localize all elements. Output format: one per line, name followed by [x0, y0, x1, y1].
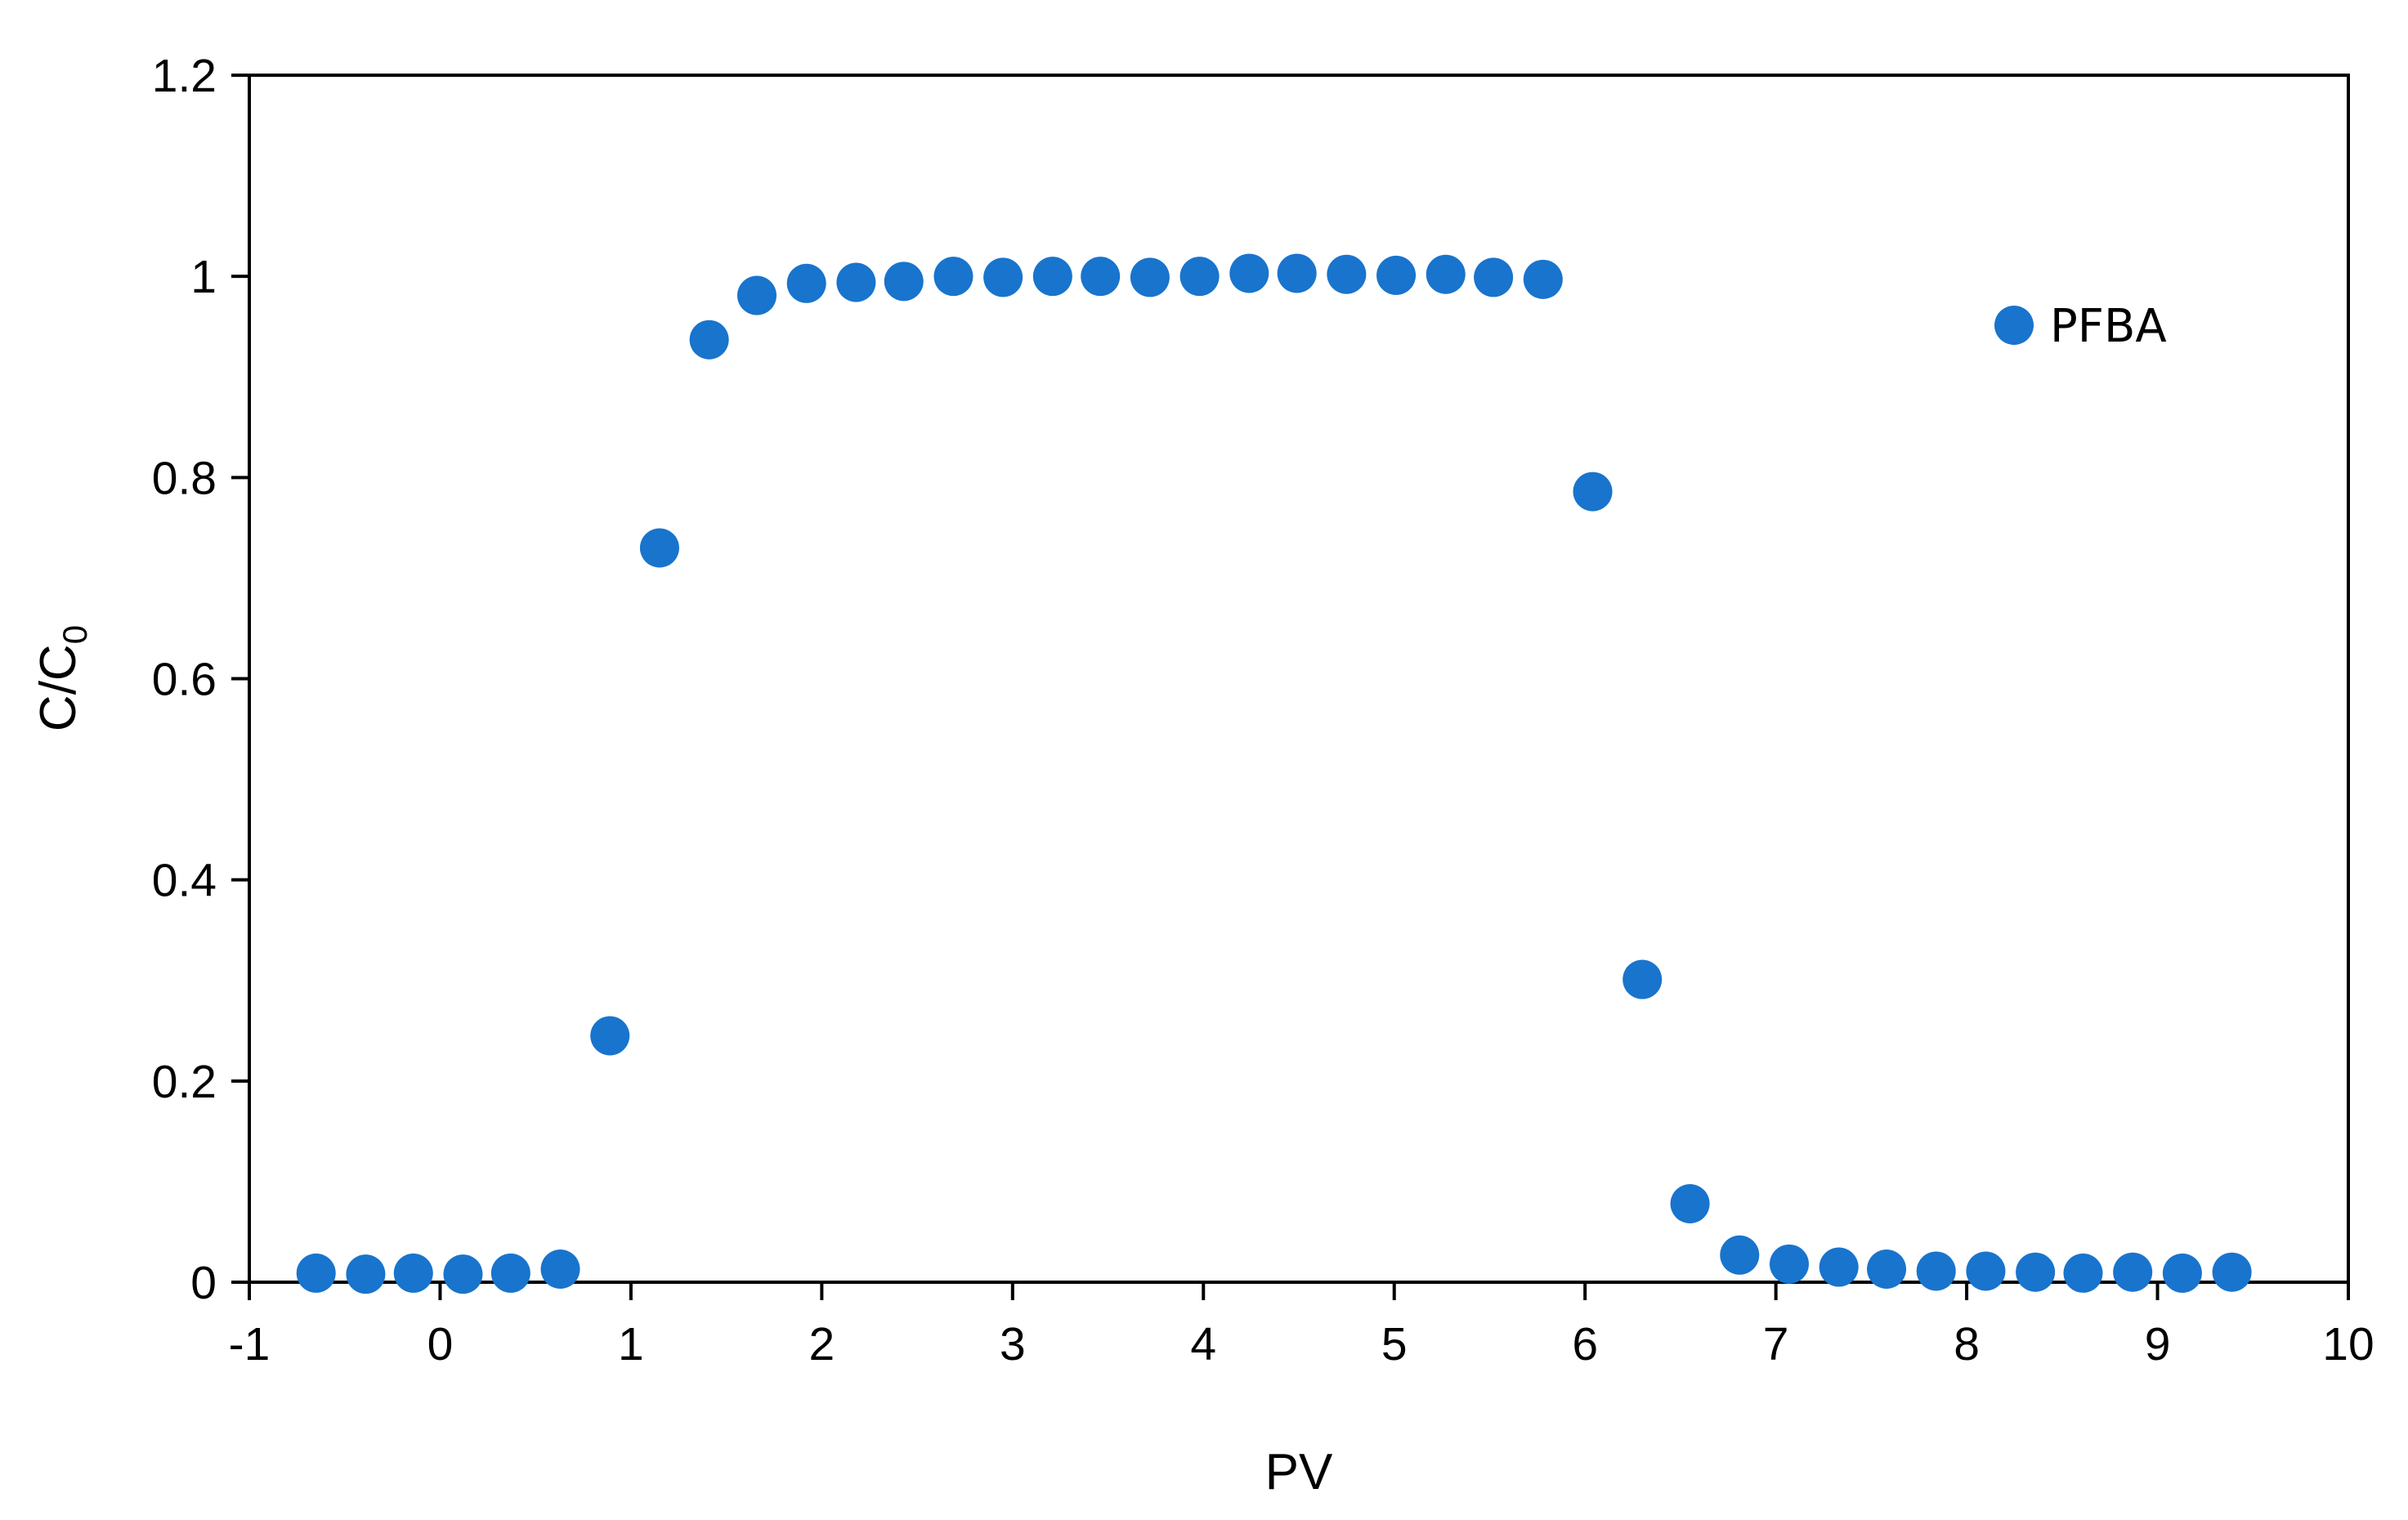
x-tick-label: 6: [1572, 1318, 1598, 1370]
y-tick-label: 0: [190, 1257, 217, 1309]
data-point: [1130, 257, 1170, 297]
data-point: [1622, 959, 1663, 999]
data-point: [1916, 1251, 1956, 1291]
data-point: [1819, 1247, 1859, 1287]
data-point: [1081, 257, 1121, 297]
data-point: [540, 1249, 580, 1289]
data-point: [443, 1254, 483, 1294]
data-point: [1032, 257, 1072, 297]
data-point: [786, 263, 826, 303]
data-point: [2016, 1252, 2056, 1292]
y-tick-label: 0.6: [152, 654, 217, 706]
data-point: [2113, 1252, 2153, 1292]
data-point: [1573, 472, 1613, 512]
x-tick-label: -1: [229, 1318, 271, 1370]
y-axis-title-main: C/C: [30, 644, 87, 731]
data-point: [1720, 1235, 1760, 1275]
x-tick-label: 0: [427, 1318, 454, 1370]
x-tick-label: 10: [2322, 1318, 2374, 1370]
data-point: [983, 257, 1023, 297]
legend-label-pfba: PFBA: [2050, 300, 2167, 353]
legend-marker-pfba: [1994, 306, 2034, 345]
data-point: [736, 275, 777, 315]
x-tick-label: 9: [2145, 1318, 2171, 1370]
data-point: [490, 1253, 530, 1293]
y-tick-label: 1: [190, 251, 217, 303]
x-tick-label: 7: [1763, 1318, 1789, 1370]
x-tick-label: 2: [809, 1318, 835, 1370]
data-point: [1277, 253, 1317, 293]
y-tick-label: 1.2: [152, 50, 217, 102]
y-axis-title: C/C0: [30, 625, 94, 731]
x-tick-label: 4: [1190, 1318, 1216, 1370]
data-point: [1426, 254, 1466, 294]
data-point: [346, 1254, 386, 1294]
x-tick-label: 8: [1954, 1318, 1980, 1370]
data-point: [296, 1253, 336, 1293]
data-point: [884, 262, 924, 302]
data-point: [1327, 254, 1367, 294]
data-point: [1179, 257, 1220, 297]
y-tick-label: 0.4: [152, 855, 217, 907]
x-tick-label: 1: [618, 1318, 644, 1370]
data-point: [2063, 1253, 2103, 1293]
data-point: [639, 528, 679, 568]
data-point: [1769, 1244, 1809, 1284]
data-point: [1474, 257, 1514, 297]
data-point: [590, 1016, 630, 1056]
data-point: [2162, 1253, 2202, 1293]
data-point: [1523, 259, 1563, 299]
x-axis-title: PV: [1265, 1444, 1333, 1500]
data-point: [1867, 1249, 1907, 1289]
data-point: [836, 262, 876, 302]
data-point: [393, 1253, 433, 1293]
data-point: [2212, 1252, 2252, 1292]
data-point: [689, 320, 729, 360]
data-point: [1229, 253, 1269, 293]
x-tick-label: 3: [1000, 1318, 1026, 1370]
data-point: [1376, 255, 1417, 295]
plot-area-frame: [248, 74, 2350, 1284]
y-tick-label: 0.8: [152, 452, 217, 504]
data-point: [1670, 1183, 1710, 1223]
x-tick-label: 5: [1381, 1318, 1408, 1370]
y-tick-label: 0.2: [152, 1056, 217, 1108]
legend: PFBA: [1994, 300, 2167, 353]
data-point: [933, 257, 973, 297]
y-axis-title-subscript: 0: [56, 625, 94, 644]
data-points: [296, 253, 2252, 1294]
data-point: [1966, 1251, 2006, 1291]
